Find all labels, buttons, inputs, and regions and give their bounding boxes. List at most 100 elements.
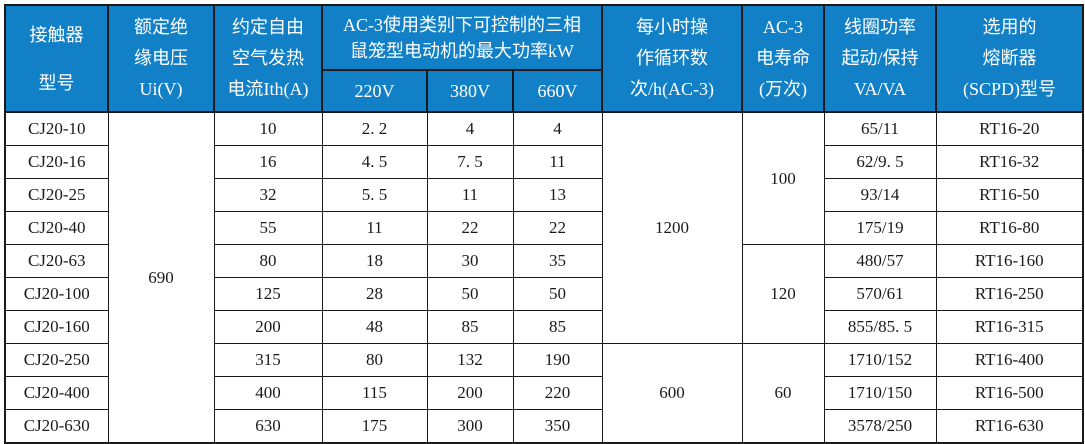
cell-electrical-life: 60 <box>741 343 825 444</box>
cell-power-660v: 50 <box>512 277 603 311</box>
table-row: CJ20-630 630 175 300 350 3578/250 RT16-6… <box>4 409 1084 444</box>
cell-coil-power: 1710/150 <box>823 376 937 410</box>
header-contactor-model: 接触器 型号 <box>4 4 109 113</box>
cell-model: CJ20-10 <box>4 111 109 146</box>
header-line: 型号 <box>38 72 75 93</box>
cell-power-220v: 80 <box>321 343 428 377</box>
cell-power-220v: 11 <box>321 211 428 245</box>
cell-operating-cycles: 600 <box>601 343 743 444</box>
cell-thermal-current: 10 <box>213 111 323 146</box>
table-body: CJ20-10 690 10 2. 2 4 4 1200 100 65/11 R… <box>4 111 1084 444</box>
cell-thermal-current: 315 <box>213 343 323 377</box>
cell-thermal-current: 125 <box>213 277 323 311</box>
cell-power-660v: 22 <box>512 211 603 245</box>
cell-fuse-type: RT16-50 <box>935 178 1084 212</box>
cell-thermal-current: 630 <box>213 409 323 444</box>
cell-thermal-current: 80 <box>213 244 323 278</box>
cell-model: CJ20-630 <box>4 409 109 444</box>
cell-power-380v: 11 <box>426 178 514 212</box>
cell-model: CJ20-25 <box>4 178 109 212</box>
table-row: CJ20-250 315 80 132 190 600 60 1710/152 … <box>4 343 1084 444</box>
header-ac3-max-power: AC-3使用类别下可控制的三相 鼠笼型电动机的最大功率kW <box>321 4 603 71</box>
cell-model: CJ20-250 <box>4 343 109 377</box>
cell-electrical-life: 100 <box>741 111 825 245</box>
cell-power-380v: 50 <box>426 277 514 311</box>
cell-fuse-type: RT16-400 <box>935 343 1084 377</box>
header-line: 鼠笼型电动机的最大功率kW <box>350 40 574 61</box>
cell-power-380v: 22 <box>426 211 514 245</box>
cell-power-220v: 48 <box>321 310 428 344</box>
header-line: (SCPD)型号 <box>962 79 1056 99</box>
header-line: Ui(V) <box>139 79 183 99</box>
cell-power-380v: 132 <box>426 343 514 377</box>
cell-power-660v: 220 <box>512 376 603 410</box>
cell-operating-cycles: 1200 <box>601 111 743 344</box>
cell-model: CJ20-400 <box>4 376 109 410</box>
cell-thermal-current: 16 <box>213 145 323 179</box>
table-row: CJ20-40 55 11 22 22 175/19 RT16-80 <box>4 211 1084 245</box>
cell-coil-power: 65/11 <box>823 111 937 146</box>
header-line: 起动/保持 <box>841 48 919 68</box>
cell-power-380v: 300 <box>426 409 514 444</box>
cell-model: CJ20-63 <box>4 244 109 278</box>
cell-thermal-current: 400 <box>213 376 323 410</box>
header-line: 熔断器 <box>982 48 1037 68</box>
table-row: CJ20-400 400 115 200 220 1710/150 RT16-5… <box>4 376 1084 410</box>
table-row: CJ20-63 80 18 30 35 120 480/57 RT16-160 <box>4 244 1084 344</box>
header-220v: 220V <box>321 69 428 113</box>
table-header: 接触器 型号 额定绝 缘电压 Ui(V) 约定自由 空气发热 电流Ith(A) … <box>4 4 1084 113</box>
cell-power-220v: 4. 5 <box>321 145 428 179</box>
cell-fuse-type: RT16-32 <box>935 145 1084 179</box>
header-line: VA/VA <box>853 79 907 99</box>
cell-coil-power: 1710/152 <box>823 343 937 377</box>
cell-power-220v: 18 <box>321 244 428 278</box>
header-line: 空气发热 <box>232 48 304 68</box>
cell-power-660v: 35 <box>512 244 603 278</box>
cell-power-660v: 13 <box>512 178 603 212</box>
cell-model: CJ20-40 <box>4 211 109 245</box>
cell-power-220v: 28 <box>321 277 428 311</box>
header-380v: 380V <box>426 69 514 113</box>
cell-thermal-current: 32 <box>213 178 323 212</box>
header-coil-power: 线圈功率 起动/保持 VA/VA <box>823 4 937 113</box>
cell-fuse-type: RT16-315 <box>935 310 1084 344</box>
cell-power-660v: 85 <box>512 310 603 344</box>
cell-coil-power: 62/9. 5 <box>823 145 937 179</box>
cell-coil-power: 855/85. 5 <box>823 310 937 344</box>
header-line: AC-3使用类别下可控制的三相 <box>343 14 581 35</box>
cell-thermal-current: 55 <box>213 211 323 245</box>
cell-coil-power: 175/19 <box>823 211 937 245</box>
table-row: CJ20-100 125 28 50 50 570/61 RT16-250 <box>4 277 1084 311</box>
cell-coil-power: 570/61 <box>823 277 937 311</box>
header-line: 选用的 <box>982 17 1037 37</box>
cell-power-660v: 190 <box>512 343 603 377</box>
header-line: 电流Ith(A) <box>227 79 309 99</box>
header-insulation-voltage: 额定绝 缘电压 Ui(V) <box>107 4 215 113</box>
cell-fuse-type: RT16-80 <box>935 211 1084 245</box>
cell-power-380v: 200 <box>426 376 514 410</box>
header-line: 接触器 <box>29 24 84 45</box>
cell-power-660v: 11 <box>512 145 603 179</box>
cell-power-220v: 115 <box>321 376 428 410</box>
cell-fuse-type: RT16-630 <box>935 409 1084 444</box>
table-row: CJ20-10 690 10 2. 2 4 4 1200 100 65/11 R… <box>4 111 1084 444</box>
cell-model: CJ20-160 <box>4 310 109 344</box>
cell-power-660v: 350 <box>512 409 603 444</box>
cell-power-660v: 4 <box>512 111 603 146</box>
cell-power-380v: 7. 5 <box>426 145 514 179</box>
header-660v: 660V <box>512 69 603 113</box>
cell-electrical-life: 120 <box>741 244 825 344</box>
cell-fuse-type: RT16-250 <box>935 277 1084 311</box>
header-electrical-life: AC-3 电寿命 (万次) <box>741 4 825 113</box>
header-line: 缘电压 <box>134 48 188 68</box>
cell-power-220v: 5. 5 <box>321 178 428 212</box>
header-line: 作循环数 <box>636 48 708 68</box>
contactor-spec-table: 接触器 型号 额定绝 缘电压 Ui(V) 约定自由 空气发热 电流Ith(A) … <box>4 4 1084 444</box>
table-row: CJ20-25 32 5. 5 11 13 93/14 RT16-50 <box>4 178 1084 212</box>
table-row: CJ20-16 16 4. 5 7. 5 11 62/9. 5 RT16-32 <box>4 145 1084 179</box>
header-line: 额定绝 <box>134 17 188 37</box>
cell-model: CJ20-16 <box>4 145 109 179</box>
header-line: 线圈功率 <box>844 17 916 37</box>
cell-coil-power: 93/14 <box>823 178 937 212</box>
cell-fuse-type: RT16-20 <box>935 111 1084 146</box>
